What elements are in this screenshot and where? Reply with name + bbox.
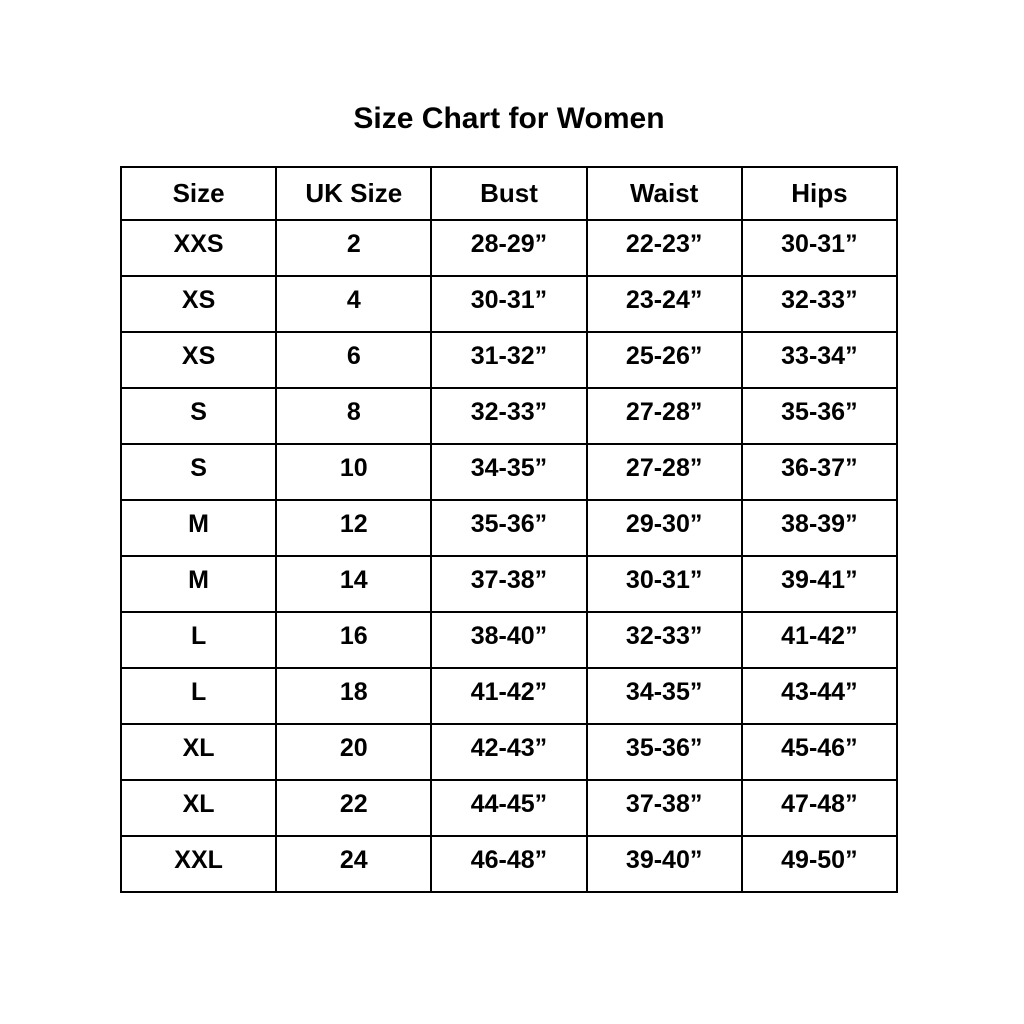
table-row: S 10 34-35” 27-28” 36-37” — [119, 443, 899, 501]
table-cell: 24 — [275, 835, 433, 893]
table-row: S 8 32-33” 27-28” 35-36” — [119, 387, 899, 445]
column-header-uk-size: UK Size — [275, 166, 433, 221]
table-cell: 32-33” — [740, 275, 899, 333]
column-header-waist: Waist — [585, 166, 743, 221]
table-row: XL 20 42-43” 35-36” 45-46” — [119, 723, 899, 781]
table-cell: 32-33” — [430, 387, 588, 445]
table-cell: 27-28” — [585, 387, 743, 445]
table-cell: 42-43” — [430, 723, 588, 781]
table-cell: 35-36” — [430, 499, 588, 557]
table-cell: 33-34” — [740, 331, 899, 389]
table-cell: 38-40” — [430, 611, 588, 669]
table-cell: XS — [119, 275, 278, 333]
table-cell: 37-38” — [430, 555, 588, 613]
column-header-hips: Hips — [740, 166, 899, 221]
table-cell: 34-35” — [585, 667, 743, 725]
column-header-bust: Bust — [430, 166, 588, 221]
table-cell: 36-37” — [740, 443, 899, 501]
table-cell: M — [119, 555, 278, 613]
table-cell: 14 — [275, 555, 433, 613]
table-cell: S — [119, 387, 278, 445]
table-cell: 47-48” — [740, 779, 899, 837]
column-header-size: Size — [119, 166, 278, 221]
table-header: Size UK Size Bust Waist Hips — [119, 166, 899, 221]
size-chart-table: Size UK Size Bust Waist Hips XXS 2 28-29” 22-23… — [119, 166, 899, 893]
table-cell: 8 — [275, 387, 433, 445]
table-cell: 43-44” — [740, 667, 899, 725]
table-cell: 22 — [275, 779, 433, 837]
table-cell: 35-36” — [585, 723, 743, 781]
table-cell: 12 — [275, 499, 433, 557]
table-cell: XL — [119, 723, 278, 781]
table-cell: M — [119, 499, 278, 557]
page-title: Size Chart for Women — [353, 102, 665, 135]
table-cell: 6 — [275, 331, 433, 389]
table-row: XS 6 31-32” 25-26” 33-34” — [119, 331, 899, 389]
table-cell: 4 — [275, 275, 433, 333]
table-cell: 39-41” — [740, 555, 899, 613]
table-cell: L — [119, 611, 278, 669]
table-row: M 12 35-36” 29-30” 38-39” — [119, 499, 899, 557]
table-cell: 22-23” — [585, 219, 743, 277]
table-cell: 20 — [275, 723, 433, 781]
table-cell: 34-35” — [430, 443, 588, 501]
table-row: XXS 2 28-29” 22-23” 30-31” — [119, 219, 899, 277]
table-cell: 46-48” — [430, 835, 588, 893]
table-cell: 30-31” — [430, 275, 588, 333]
table-row: L 18 41-42” 34-35” 43-44” — [119, 667, 899, 725]
table-cell: 35-36” — [740, 387, 899, 445]
table-cell: 2 — [275, 219, 433, 277]
table-cell: 39-40” — [585, 835, 743, 893]
table-cell: 38-39” — [740, 499, 899, 557]
table-cell: XL — [119, 779, 278, 837]
table-cell: 45-46” — [740, 723, 899, 781]
table-cell: 18 — [275, 667, 433, 725]
table-cell: S — [119, 443, 278, 501]
table-cell: 23-24” — [585, 275, 743, 333]
table-row: L 16 38-40” 32-33” 41-42” — [119, 611, 899, 669]
table-row: M 14 37-38” 30-31” 39-41” — [119, 555, 899, 613]
table-cell: XS — [119, 331, 278, 389]
table-cell: 49-50” — [740, 835, 899, 893]
table-cell: 37-38” — [585, 779, 743, 837]
table-cell: 41-42” — [430, 667, 588, 725]
table-cell: 32-33” — [585, 611, 743, 669]
table-cell: XXS — [119, 219, 278, 277]
table-cell: 27-28” — [585, 443, 743, 501]
table-row: XXL 24 46-48” 39-40” 49-50” — [119, 835, 899, 893]
table-cell: 10 — [275, 443, 433, 501]
table-cell: 44-45” — [430, 779, 588, 837]
table-cell: 41-42” — [740, 611, 899, 669]
table-cell: L — [119, 667, 278, 725]
table-cell: 25-26” — [585, 331, 743, 389]
table-cell: 16 — [275, 611, 433, 669]
table-cell: 31-32” — [430, 331, 588, 389]
table-cell: 30-31” — [740, 219, 899, 277]
header-row: Size UK Size Bust Waist Hips — [119, 166, 899, 221]
table-cell: XXL — [119, 835, 278, 893]
table-cell: 30-31” — [585, 555, 743, 613]
table-row: XS 4 30-31” 23-24” 32-33” — [119, 275, 899, 333]
table-cell: 29-30” — [585, 499, 743, 557]
table-row: XL 22 44-45” 37-38” 47-48” — [119, 779, 899, 837]
table-cell: 28-29” — [430, 219, 588, 277]
table-body: XXS 2 28-29” 22-23” 30-31” XS 4 30-31” 23-24” 32-… — [119, 219, 899, 893]
